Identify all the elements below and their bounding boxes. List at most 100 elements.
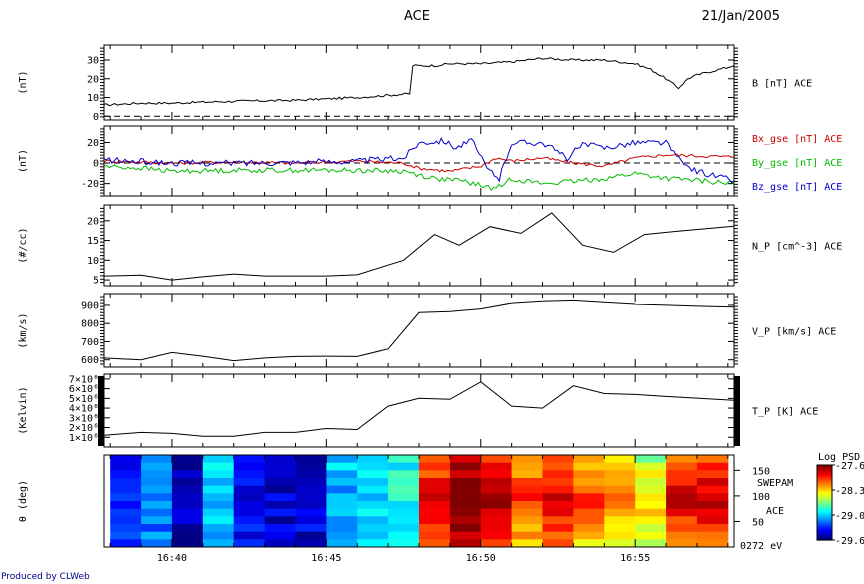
heatmap-cell: [388, 516, 420, 525]
heatmap-cell: [295, 508, 327, 517]
heatmap-cell: [388, 470, 420, 479]
heatmap-cell: [635, 524, 667, 533]
y-tick-label: 900: [81, 300, 99, 311]
colorbar-segment: [817, 538, 832, 541]
heatmap-cell: [449, 493, 482, 502]
heatmap-cell: [357, 516, 389, 525]
heatmap-cell: [141, 516, 173, 525]
heatmap-cell: [666, 470, 698, 479]
heatmap-cell: [110, 531, 142, 540]
heatmap-cell: [357, 524, 389, 533]
heatmap-cell: [480, 539, 513, 548]
y-tick-label: 0: [93, 112, 99, 123]
panel-1: 0 10 20 30 (nT) B [nT] ACE: [18, 44, 812, 123]
heatmap-cell: [511, 470, 543, 479]
heatmap-cell: [419, 485, 451, 494]
heatmap-cell: [295, 531, 327, 540]
heatmap-cell: [696, 485, 729, 494]
heatmap-cell: [171, 455, 204, 464]
heatmap-cell: [604, 516, 636, 525]
heatmap-cell: [357, 478, 389, 487]
y-tick-label: 600: [81, 355, 99, 366]
heatmap-cell: [542, 485, 574, 494]
y-axis-label: (#/cc): [18, 227, 29, 263]
heatmap-cell: [480, 462, 513, 471]
heatmap-cell: [542, 539, 574, 548]
panel-frame: [103, 204, 735, 287]
heatmap-cell: [573, 516, 605, 525]
series-line: [103, 381, 735, 437]
colorbar-segment: [817, 472, 832, 475]
heatmap-cell: [449, 478, 482, 487]
heatmap-cell: [171, 524, 204, 533]
series-line: [103, 212, 735, 281]
heatmap-panel: 50 100 150 θ (deg) SWEPAM ACE 0272 eV: [18, 454, 793, 552]
heatmap-cell: [141, 501, 173, 510]
colorbar-segment: [817, 521, 832, 524]
colorbar-frame: [816, 464, 833, 541]
legend-label: By_gse [nT] ACE: [752, 158, 842, 169]
heatmap-cell: [233, 462, 266, 471]
y-tick-label: 10: [87, 256, 99, 267]
heatmap-cell: [666, 531, 698, 540]
heatmap-cell: [141, 524, 173, 533]
heatmap-cell: [326, 516, 358, 525]
y-tick-label: 0: [93, 159, 99, 170]
heatmap-cell: [233, 470, 266, 479]
heatmap-cell: [110, 470, 142, 479]
heatmap-cell: [542, 470, 574, 479]
heatmap-cell: [326, 485, 358, 494]
heatmap-cell: [264, 462, 296, 471]
y-tick-label: 20: [87, 74, 99, 85]
heatmap-cell: [635, 478, 667, 487]
colorbar-segment: [817, 495, 832, 498]
heatmap-cell: [388, 493, 420, 502]
heatmap-cell: [573, 485, 605, 494]
y-tick-label: 5×10⁶: [69, 394, 99, 405]
heatmap-cell: [666, 501, 698, 510]
heatmap-cell: [233, 478, 266, 487]
y-tick-label: 6×10⁶: [69, 384, 99, 395]
heatmap-cell: [480, 493, 513, 502]
colorbar-segment: [817, 491, 832, 494]
heatmap-cell: [480, 531, 513, 540]
heatmap-cell: [141, 478, 173, 487]
heatmap-cell: [419, 478, 451, 487]
heatmap-cell: [696, 478, 729, 487]
y-tick-label: 3×10⁶: [69, 413, 99, 424]
heatmap-cell: [696, 524, 729, 533]
heatmap-cell: [233, 455, 266, 464]
y-tick-label: 10: [87, 93, 99, 104]
heatmap-cell: [604, 531, 636, 540]
heatmap-cell: [171, 462, 204, 471]
heatmap-cell: [573, 531, 605, 540]
colorbar-segment: [817, 530, 832, 534]
y-tick-label: 30: [87, 56, 99, 67]
heatmap-cell: [449, 455, 482, 464]
heatmap-cell: [264, 478, 296, 487]
heatmap-cell: [388, 524, 420, 533]
colorbar-segment: [817, 483, 832, 487]
y-axis-label: (nT): [18, 70, 29, 94]
heatmap-cell: [295, 524, 327, 533]
colorbar-segment: [817, 504, 832, 507]
heatmap-cell: [511, 531, 543, 540]
heatmap-cell: [480, 478, 513, 487]
heatmap-cell: [233, 524, 266, 533]
heatmap-cell: [449, 516, 482, 525]
colorbar-segment: [817, 500, 832, 504]
y-tick-label: 15: [87, 236, 99, 247]
heatmap-cell: [326, 493, 358, 502]
colorbar-title: Log PSD: [818, 452, 860, 463]
heatmap-cell: [233, 539, 266, 548]
heatmap-cell: [666, 485, 698, 494]
heatmap-cell: [573, 478, 605, 487]
plot-date: 21/Jan/2005: [702, 9, 780, 24]
heatmap-cell: [141, 485, 173, 494]
heatmap-cell: [635, 485, 667, 494]
heatmap-cell: [233, 493, 266, 502]
x-tick-label: 16:45: [311, 553, 341, 564]
colorbar-segment: [817, 489, 832, 492]
series-line: [103, 299, 735, 362]
